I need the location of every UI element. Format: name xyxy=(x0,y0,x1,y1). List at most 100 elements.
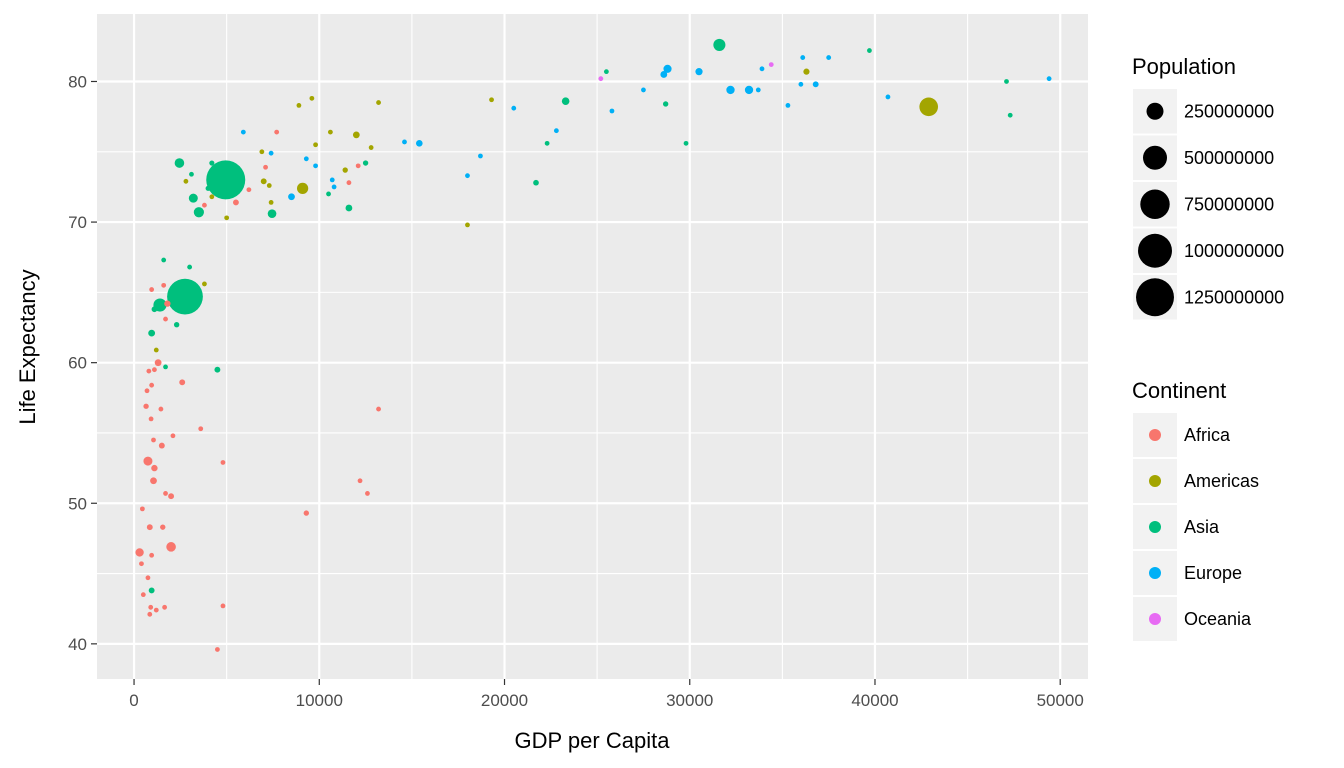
point-asia xyxy=(533,179,539,186)
x-tick-label: 30000 xyxy=(666,691,713,710)
point-africa xyxy=(232,199,239,206)
point-africa xyxy=(355,163,361,169)
point-asia xyxy=(174,158,185,168)
point-asia xyxy=(1007,112,1013,118)
size-legend-dot xyxy=(1142,145,1168,170)
point-europe xyxy=(798,81,804,87)
point-asia xyxy=(198,211,204,217)
point-asia xyxy=(205,185,211,191)
plot-panel xyxy=(97,14,1088,679)
point-americas xyxy=(309,95,315,101)
point-europe xyxy=(553,128,559,134)
size-legend-dot xyxy=(1136,278,1174,317)
point-americas xyxy=(209,194,215,200)
size-legend-label: 750000000 xyxy=(1184,194,1274,214)
point-europe xyxy=(885,94,891,100)
point-asia xyxy=(326,191,331,197)
point-africa xyxy=(147,611,153,617)
point-africa xyxy=(166,542,176,552)
point-asia xyxy=(148,329,156,337)
size-legend-title: Population xyxy=(1132,54,1236,79)
y-axis-title: Life Expectancy xyxy=(15,269,40,424)
point-europe xyxy=(1046,76,1052,82)
point-asia xyxy=(713,38,726,51)
point-asia xyxy=(867,48,872,53)
point-europe xyxy=(415,140,423,147)
point-europe xyxy=(755,87,761,93)
point-europe xyxy=(663,64,672,73)
point-americas xyxy=(313,142,318,148)
point-asia xyxy=(148,587,155,594)
point-africa xyxy=(263,164,268,170)
point-americas xyxy=(327,129,333,135)
point-europe xyxy=(268,150,274,156)
point-africa xyxy=(148,604,154,610)
size-legend-label: 500000000 xyxy=(1184,148,1274,168)
size-legend-dot xyxy=(1146,102,1164,120)
point-africa xyxy=(145,575,151,581)
point-americas xyxy=(153,347,159,353)
color-legend-dot xyxy=(1149,613,1161,625)
point-americas xyxy=(202,281,207,287)
point-africa xyxy=(158,406,164,412)
point-africa xyxy=(149,382,155,388)
point-asia xyxy=(683,140,689,146)
point-africa xyxy=(146,524,153,531)
point-africa xyxy=(164,300,171,307)
point-asia xyxy=(214,366,221,373)
point-asia xyxy=(187,264,193,270)
point-americas xyxy=(342,167,348,173)
x-tick-label: 0 xyxy=(129,691,138,710)
size-legend-dot xyxy=(1140,189,1170,219)
point-americas xyxy=(296,102,302,108)
point-africa xyxy=(274,129,280,135)
point-africa xyxy=(179,379,186,386)
point-africa xyxy=(357,478,363,484)
point-africa xyxy=(365,491,370,496)
point-americas xyxy=(803,68,810,75)
panel-background xyxy=(97,14,1088,679)
color-legend-label: Africa xyxy=(1184,425,1231,445)
point-americas xyxy=(224,215,230,221)
point-asia xyxy=(662,101,669,107)
point-europe xyxy=(478,153,483,159)
point-americas xyxy=(259,149,265,155)
point-asia xyxy=(174,284,191,301)
point-oceania xyxy=(768,62,774,68)
point-africa xyxy=(220,460,226,465)
color-legend: Continent Africa Americas Asia Europe Oceani… xyxy=(1132,378,1259,641)
point-africa xyxy=(162,604,168,610)
point-americas xyxy=(183,178,189,184)
point-europe xyxy=(695,68,703,76)
point-europe xyxy=(303,156,309,162)
point-europe xyxy=(402,139,407,145)
point-asia xyxy=(1004,79,1009,84)
point-africa xyxy=(163,316,168,322)
point-europe xyxy=(465,173,470,179)
point-europe xyxy=(511,105,517,111)
size-legend-label: 1250000000 xyxy=(1184,287,1284,307)
point-africa xyxy=(146,368,152,374)
x-axis: 0 10000 20000 30000 40000 50000 xyxy=(129,679,1084,710)
point-americas xyxy=(260,178,267,185)
point-asia xyxy=(209,160,215,166)
point-africa xyxy=(152,367,157,373)
point-europe xyxy=(331,184,337,190)
grid-major xyxy=(97,14,1088,679)
color-legend-title: Continent xyxy=(1132,378,1226,403)
point-africa xyxy=(160,524,166,530)
y-tick-label: 50 xyxy=(68,494,87,513)
point-europe xyxy=(313,163,318,169)
point-africa xyxy=(148,416,154,422)
point-europe xyxy=(329,177,335,183)
point-asia xyxy=(544,140,550,146)
y-tick-label: 80 xyxy=(68,72,87,91)
color-legend-label: Europe xyxy=(1184,563,1242,583)
point-europe xyxy=(800,55,806,60)
y-axis: 40 50 60 70 80 xyxy=(68,72,97,654)
point-africa xyxy=(168,493,175,500)
size-legend-label: 250000000 xyxy=(1184,101,1274,121)
size-legend-label: 1000000000 xyxy=(1184,241,1284,261)
point-africa xyxy=(220,603,226,609)
